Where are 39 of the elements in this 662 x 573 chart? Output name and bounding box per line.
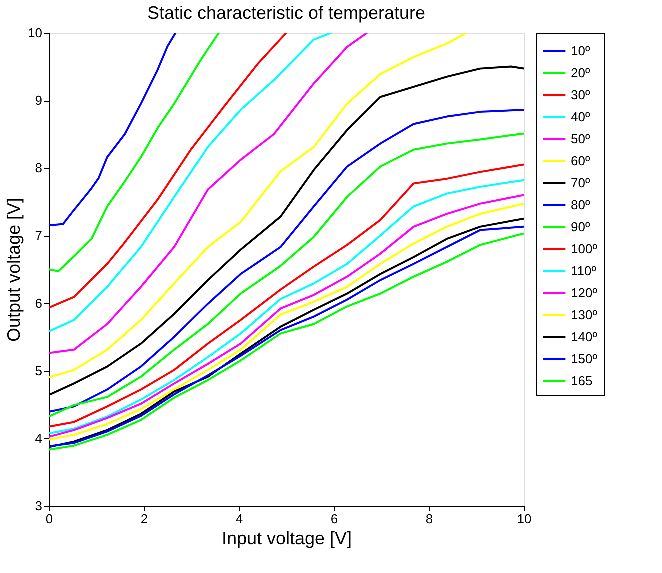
y-tick-label: 4 — [35, 430, 42, 446]
y-tick-label: 10 — [28, 26, 42, 40]
x-axis-title: Input voltage [V] — [222, 528, 352, 548]
legend-label: 90º — [571, 220, 590, 234]
legend-label: 150º — [571, 352, 598, 366]
legend-label: 30º — [571, 88, 590, 102]
y-tick-label: 5 — [35, 363, 42, 378]
line-series — [49, 33, 177, 227]
x-tick-label: 6 — [330, 512, 338, 526]
legend-label: 40º — [571, 110, 590, 124]
y-tick-label: 7 — [35, 228, 42, 244]
legend-label: 70º — [571, 176, 590, 190]
legend-label: 140º — [571, 330, 598, 344]
legend-label: 10º — [571, 44, 590, 58]
x-tick-label: 2 — [140, 512, 148, 526]
y-axis-title: Output voltage [V] — [4, 198, 24, 342]
legend-label: 110º — [571, 264, 597, 278]
line-series — [49, 33, 368, 354]
chart-title: Static characteristic of temperature — [147, 3, 426, 23]
legend-label: 130º — [571, 308, 598, 322]
legend-label: 80º — [571, 198, 590, 212]
legend-label: 165 — [571, 374, 593, 388]
legend-label: 100º — [571, 242, 598, 256]
line-series — [49, 33, 468, 379]
legend-label: 50º — [571, 132, 590, 146]
y-tick-label: 8 — [35, 160, 42, 176]
legend-label: 20º — [571, 66, 590, 80]
line-series — [49, 33, 333, 333]
x-tick-label: 0 — [46, 512, 54, 526]
x-tick-label: 4 — [236, 512, 244, 526]
y-tick-label: 9 — [35, 93, 42, 108]
x-tick-label: 8 — [426, 512, 434, 526]
x-tick-label: 10 — [517, 512, 532, 526]
legend-label: 60º — [571, 154, 590, 168]
legend-label: 120º — [571, 286, 598, 300]
y-tick-label: 3 — [35, 498, 42, 514]
line-series — [49, 33, 288, 310]
y-tick-label: 6 — [35, 296, 42, 311]
line-series — [49, 33, 220, 273]
